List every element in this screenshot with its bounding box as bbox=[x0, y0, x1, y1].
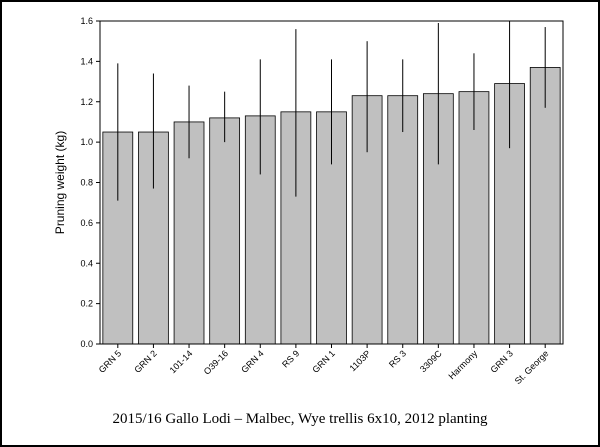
x-tick-label: GRN 4 bbox=[239, 348, 266, 375]
y-tick-label: 0.2 bbox=[80, 299, 93, 309]
y-tick-label: 0.0 bbox=[80, 339, 93, 349]
x-tick-label: Harmony bbox=[446, 348, 479, 381]
x-tick-label: GRN 5 bbox=[97, 348, 124, 375]
y-axis-title: Pruning weight (kg) bbox=[53, 131, 67, 234]
bar bbox=[209, 117, 241, 345]
bars-group bbox=[102, 67, 561, 345]
x-tick-label: RS 3 bbox=[387, 348, 408, 369]
y-tick-label: 1.6 bbox=[80, 16, 93, 26]
plot-area-border bbox=[99, 20, 564, 345]
x-tick-label: 1103P bbox=[348, 348, 373, 373]
x-tick-label: GRN 2 bbox=[132, 348, 159, 375]
x-axis-ticks: GRN 5 GRN 2 101-14 O39-16 GRN 4 RS 9 GRN 1 1103… bbox=[97, 344, 551, 386]
y-axis-ticks: 0.0 0.2 0.4 0.6 0.8 1.0 1.2 1.4 1.6 bbox=[80, 16, 100, 349]
x-tick-label: GRN 1 bbox=[310, 348, 337, 375]
bar-chart: 0.0 0.2 0.4 0.6 0.8 1.0 1.2 1.4 1.6 GRN 5 GRN 2 10… bbox=[53, 16, 564, 386]
x-tick-label: O39-16 bbox=[202, 348, 230, 376]
x-tick-label: St. George bbox=[513, 348, 551, 386]
y-tick-label: 0.4 bbox=[80, 258, 93, 268]
x-tick-label: 101-14 bbox=[168, 348, 195, 375]
slide-caption: 2015/16 Gallo Lodi – Malbec, Wye trellis… bbox=[112, 411, 488, 427]
y-tick-label: 1.4 bbox=[80, 56, 93, 66]
bar bbox=[529, 67, 561, 345]
error-bars-group bbox=[117, 21, 546, 201]
x-tick-label: GRN 3 bbox=[488, 348, 515, 375]
bar bbox=[387, 95, 419, 345]
y-tick-label: 0.8 bbox=[80, 178, 93, 188]
bar bbox=[494, 83, 525, 345]
y-tick-label: 1.2 bbox=[80, 97, 93, 107]
y-tick-label: 1.0 bbox=[80, 137, 93, 147]
y-tick-label: 0.6 bbox=[80, 218, 93, 228]
x-tick-label: RS 9 bbox=[280, 348, 301, 369]
x-tick-label: 3309C bbox=[418, 348, 444, 374]
